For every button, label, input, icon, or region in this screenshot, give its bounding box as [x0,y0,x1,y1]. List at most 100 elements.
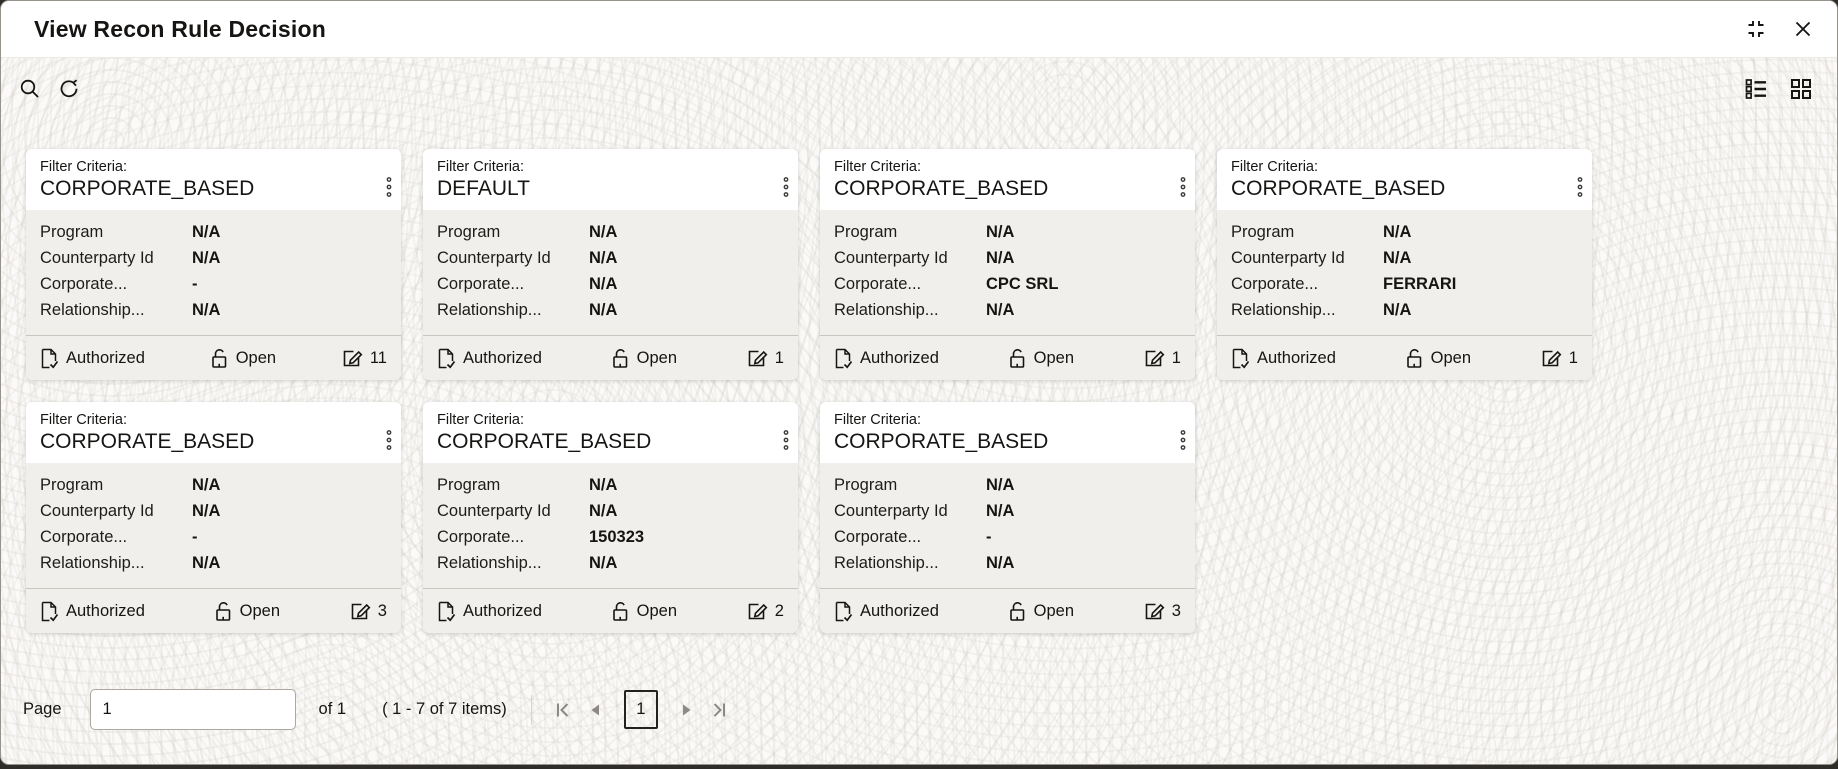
kebab-menu-icon[interactable] [1576,176,1584,198]
open-padlock-icon [1009,348,1024,368]
edit-count[interactable]: 3 [349,600,387,622]
authorization-status: Authorized [834,348,939,369]
field-row: Relationship... N/A [834,550,1181,576]
status-label: Authorized [66,348,145,367]
record-state-label: Open [239,601,281,620]
titlebar: View Recon Rule Decision [1,1,1837,58]
field-row: Corporate... N/A [437,271,784,297]
field-label: Program [437,223,501,241]
kebab-menu-icon[interactable] [1179,176,1187,198]
record-state-label: Open [636,348,678,367]
record-state-label: Open [1033,348,1075,367]
current-page-box[interactable]: 1 [623,690,658,729]
last-page-icon[interactable] [708,700,728,720]
field-row: Corporate... - [40,524,387,550]
open-padlock-icon [215,601,230,621]
kebab-menu-icon[interactable] [385,176,393,198]
filter-criteria-label: Filter Criteria: [437,412,525,428]
grid-view-icon[interactable] [1789,77,1813,101]
field-label: Counterparty Id [40,249,154,267]
card-footer: Authorized Open 1 [1217,335,1592,380]
edit-count[interactable]: 2 [746,600,784,622]
field-row: Corporate... FERRARI [1231,271,1578,297]
next-page-icon[interactable] [678,702,694,718]
field-value: N/A [192,249,221,267]
field-value: N/A [192,502,221,520]
field-label: Corporate... [834,275,922,293]
edit-icon [351,603,371,620]
status-label: Authorized [463,348,542,367]
field-value: N/A [589,301,618,319]
field-label: Corporate... [437,528,525,546]
field-value: N/A [986,476,1015,494]
page-of-text: of 1 [318,700,347,718]
record-state: Open [210,348,276,369]
field-value: FERRARI [1383,275,1457,293]
collapse-window-icon[interactable] [1745,18,1767,40]
field-label: Program [437,476,501,494]
edit-count[interactable]: 1 [1143,347,1181,369]
search-icon[interactable] [18,77,42,101]
field-row: Counterparty Id N/A [40,245,387,271]
record-state-label: Open [636,601,678,620]
field-row: Counterparty Id N/A [437,498,784,524]
document-check-icon [438,601,456,621]
field-row: Program N/A [1231,219,1578,245]
page-title: View Recon Rule Decision [34,15,326,42]
page-number-input[interactable] [89,689,296,730]
field-label: Corporate... [1231,275,1319,293]
field-row: Counterparty Id N/A [834,498,1181,524]
recon-rule-card[interactable]: Filter Criteria: CORPORATE_BASED Program… [1217,149,1592,380]
field-value: N/A [986,249,1015,267]
filter-criteria-label: Filter Criteria: [437,159,525,175]
window-controls [1745,18,1813,40]
edit-count[interactable]: 1 [1540,347,1578,369]
open-padlock-icon [612,601,627,621]
document-check-icon [1232,348,1250,368]
field-label: Counterparty Id [437,502,551,520]
card-fields: Program N/A Counterparty Id N/A Corporat… [820,210,1195,335]
list-view-icon[interactable] [1744,77,1769,101]
first-page-icon[interactable] [554,700,574,720]
edit-icon [1542,350,1562,367]
kebab-menu-icon[interactable] [782,176,790,198]
edit-count-value: 1 [774,348,784,367]
record-state: Open [611,348,677,369]
kebab-menu-icon[interactable] [385,429,393,451]
card-header: Filter Criteria: CORPORATE_BASED [820,149,1195,210]
field-row: Relationship... N/A [1231,297,1578,323]
field-row: Program N/A [834,472,1181,498]
recon-rule-card[interactable]: Filter Criteria: CORPORATE_BASED Program… [26,402,401,633]
record-state: Open [214,601,280,622]
field-row: Program N/A [437,219,784,245]
kebab-menu-icon[interactable] [1179,429,1187,451]
field-value: N/A [589,275,618,293]
field-value: 150323 [589,528,645,546]
edit-count[interactable]: 1 [746,347,784,369]
previous-page-icon[interactable] [588,702,604,718]
field-row: Corporate... CPC SRL [834,271,1181,297]
document-check-icon [41,348,59,368]
refresh-icon[interactable] [57,77,81,101]
field-row: Program N/A [40,472,387,498]
recon-rule-card[interactable]: Filter Criteria: CORPORATE_BASED Program… [820,149,1195,380]
card-header: Filter Criteria: CORPORATE_BASED [26,402,401,463]
field-label: Corporate... [40,528,128,546]
field-row: Counterparty Id N/A [437,245,784,271]
card-fields: Program N/A Counterparty Id N/A Corporat… [820,463,1195,588]
field-row: Program N/A [834,219,1181,245]
edit-count[interactable]: 3 [1143,600,1181,622]
recon-rule-card[interactable]: Filter Criteria: CORPORATE_BASED Program… [423,402,798,633]
edit-icon [1145,603,1165,620]
close-icon[interactable] [1793,19,1813,39]
items-range-text: ( 1 - 7 of 7 items) [382,700,507,718]
kebab-menu-icon[interactable] [782,429,790,451]
edit-count[interactable]: 11 [341,347,387,369]
field-label: Relationship... [1231,301,1336,319]
card-fields: Program N/A Counterparty Id N/A Corporat… [1217,210,1592,335]
recon-rule-card[interactable]: Filter Criteria: CORPORATE_BASED Program… [26,149,401,380]
recon-rule-card[interactable]: Filter Criteria: DEFAULT Program N/A Cou… [423,149,798,380]
recon-rule-card[interactable]: Filter Criteria: CORPORATE_BASED Program… [820,402,1195,633]
field-row: Relationship... N/A [437,550,784,576]
